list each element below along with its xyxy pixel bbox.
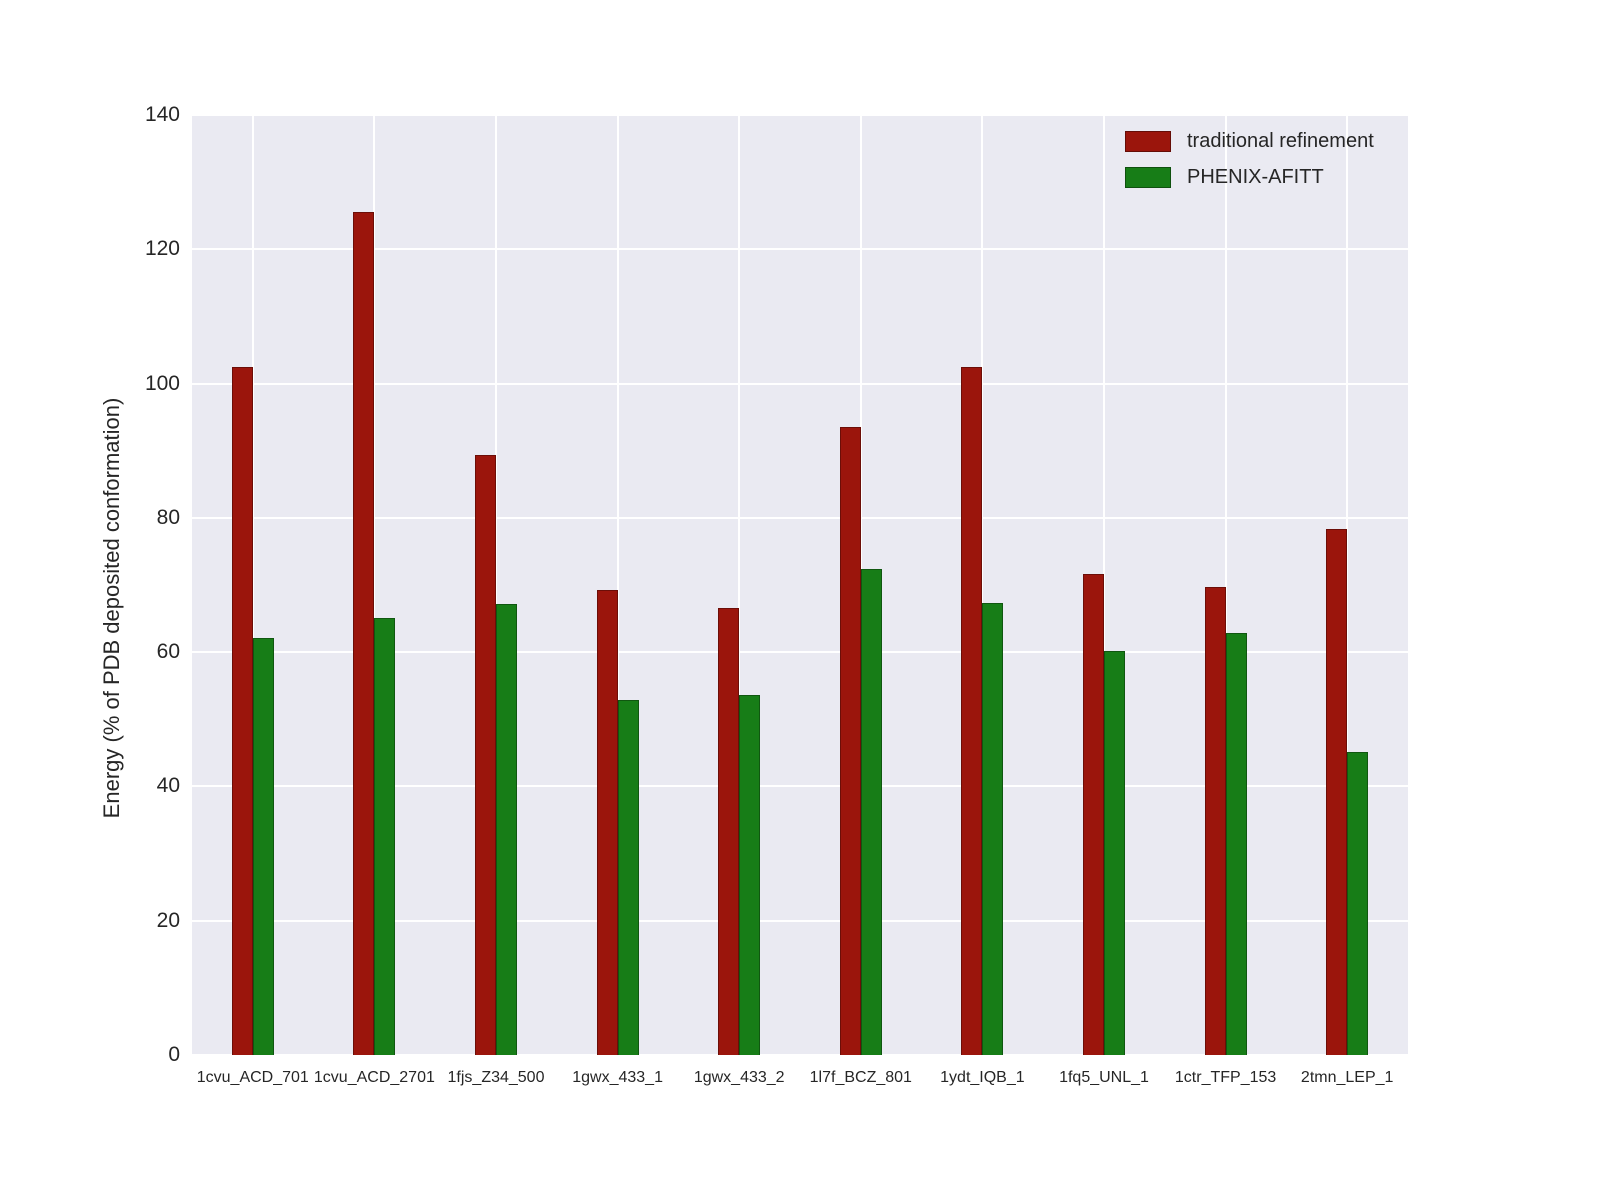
legend-label: PHENIX-AFITT <box>1187 166 1324 188</box>
gridline-horizontal <box>192 651 1408 654</box>
gridline-horizontal <box>192 248 1408 251</box>
bar-traditional-2tmn_LEP_1 <box>1326 529 1348 1055</box>
bar-phenix-2tmn_LEP_1 <box>1347 751 1369 1055</box>
legend-item: PHENIX-AFITT <box>1125 166 1374 189</box>
bar-phenix-1l7f_BCZ_801 <box>860 568 882 1055</box>
bar-phenix-1gwx_433_1 <box>617 699 639 1055</box>
bar-phenix-1cvu_ACD_2701 <box>374 617 396 1055</box>
bar-phenix-1gwx_433_2 <box>739 695 761 1055</box>
gridline-vertical <box>738 115 741 1055</box>
gridline-horizontal <box>192 785 1408 788</box>
x-tick-label: 1ydt_IQB_1 <box>940 1069 1025 1086</box>
legend: traditional refinement PHENIX-AFITT <box>1125 130 1374 189</box>
gridline-horizontal <box>192 382 1408 385</box>
legend-swatch <box>1125 131 1171 152</box>
gridline-vertical <box>373 115 376 1055</box>
y-tick-label: 20 <box>156 908 180 932</box>
y-tick-label: 40 <box>156 774 180 798</box>
bar-traditional-1ydt_IQB_1 <box>961 366 983 1055</box>
bar-traditional-1fjs_Z34_500 <box>475 455 496 1055</box>
y-tick-label: 0 <box>168 1043 180 1066</box>
y-tick-label: 80 <box>156 505 180 529</box>
bar-traditional-1fq5_UNL_1 <box>1083 574 1104 1055</box>
gridline-vertical <box>981 115 984 1055</box>
bar-traditional-1gwx_433_1 <box>596 589 618 1055</box>
bar-traditional-1cvu_ACD_2701 <box>353 212 375 1055</box>
y-tick-label: 140 <box>144 103 180 126</box>
x-tick-label: 1cvu_ACD_701 <box>196 1069 309 1086</box>
bar-traditional-1gwx_433_2 <box>718 607 740 1055</box>
gridline-vertical <box>1103 115 1105 1055</box>
plot-area <box>192 114 1408 1056</box>
legend-item: traditional refinement <box>1125 130 1374 153</box>
x-tick-label: 1gwx_433_2 <box>693 1069 785 1086</box>
y-axis-title: Energy (% of PDB deposited conformation) <box>99 397 124 819</box>
gridline-vertical <box>251 115 254 1055</box>
bar-phenix-1cvu_ACD_701 <box>252 638 274 1055</box>
gridline-horizontal <box>192 516 1408 519</box>
bar-phenix-1ctr_TFP_153 <box>1225 632 1247 1055</box>
bar-phenix-1fjs_Z34_500 <box>496 604 517 1055</box>
bar-traditional-1ctr_TFP_153 <box>1204 587 1226 1055</box>
gridline-horizontal <box>192 1054 1408 1056</box>
bar-traditional-1cvu_ACD_701 <box>231 366 253 1055</box>
x-tick-label: 1fjs_Z34_500 <box>447 1069 545 1086</box>
y-tick-label: 100 <box>144 371 180 395</box>
x-tick-label: 1cvu_ACD_2701 <box>313 1069 435 1086</box>
x-tick-label: 1ctr_TFP_153 <box>1174 1069 1277 1086</box>
x-tick-label: 1gwx_433_1 <box>572 1069 663 1086</box>
bar-traditional-1l7f_BCZ_801 <box>839 426 861 1055</box>
gridline-horizontal <box>192 114 1408 116</box>
legend-label: traditional refinement <box>1187 130 1374 152</box>
y-tick-label: 120 <box>144 237 180 261</box>
y-tick-label: 60 <box>156 640 180 664</box>
gridline-vertical <box>1224 115 1227 1055</box>
gridline-horizontal <box>192 919 1408 922</box>
x-tick-label: 1fq5_UNL_1 <box>1059 1069 1149 1086</box>
x-tick-label: 2tmn_LEP_1 <box>1300 1069 1394 1086</box>
bar-phenix-1ydt_IQB_1 <box>982 603 1004 1055</box>
gridline-vertical <box>1346 115 1349 1055</box>
gridline-vertical <box>495 115 497 1055</box>
bar-phenix-1fq5_UNL_1 <box>1104 650 1125 1055</box>
legend-swatch <box>1125 167 1171 188</box>
x-tick-label: 1l7f_BCZ_801 <box>809 1069 912 1086</box>
gridline-vertical <box>616 115 619 1055</box>
